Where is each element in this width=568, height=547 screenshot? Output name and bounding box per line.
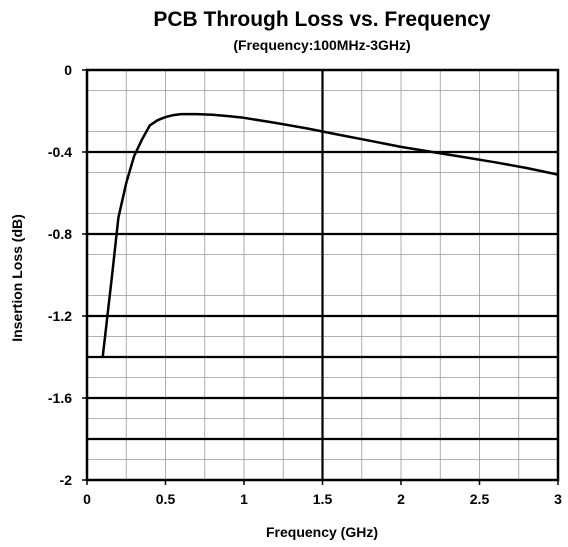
- series-layer: [101, 112, 559, 358]
- y-tick-label: -1.6: [48, 390, 72, 406]
- x-axis-label: Frequency (GHz): [266, 524, 378, 540]
- x-tick-label: 0: [83, 491, 91, 507]
- y-tick-label: 0: [64, 62, 72, 78]
- x-tick-label: 3: [554, 491, 562, 507]
- x-tick-label: 2: [397, 491, 405, 507]
- x-tick-label: 0.5: [156, 491, 176, 507]
- chart-subtitle: (Frequency:100MHz-3GHz): [233, 37, 410, 53]
- y-tick-label: -0.8: [48, 226, 72, 242]
- major-grid: [87, 70, 558, 480]
- x-tick-label: 1.5: [313, 491, 333, 507]
- x-tick-label: 2.5: [470, 491, 490, 507]
- y-axis-ticks: 0 -0.4 -0.8 -1.2 -1.6 -2: [48, 62, 87, 488]
- y-tick-label: -2: [60, 472, 73, 488]
- y-tick-label: -1.2: [48, 308, 72, 324]
- x-axis-ticks: 0 0.5 1 1.5 2 2.5 3: [83, 480, 562, 507]
- y-tick-label: -0.4: [48, 144, 72, 160]
- chart-title: PCB Through Loss vs. Frequency: [153, 8, 491, 31]
- x-tick-label: 1: [240, 491, 248, 507]
- series-line: [101, 112, 559, 358]
- y-axis-label: Insertion Loss (dB): [9, 214, 25, 342]
